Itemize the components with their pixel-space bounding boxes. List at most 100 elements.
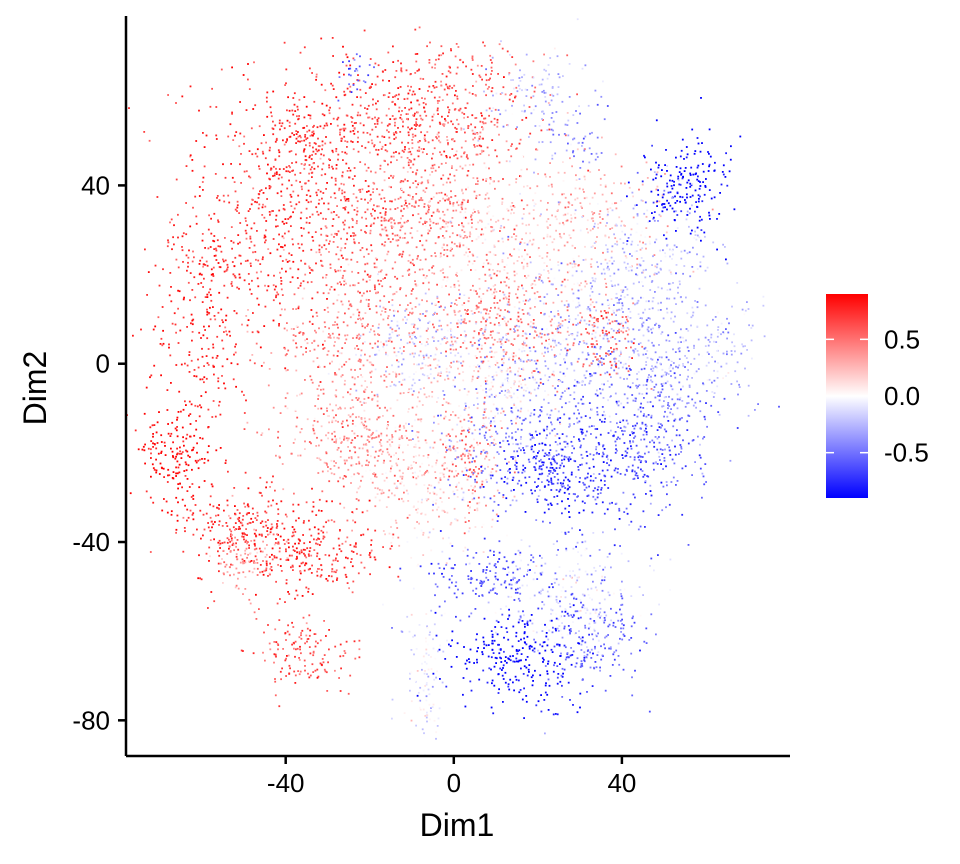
- scatter-point: [454, 126, 457, 129]
- scatter-point: [343, 191, 346, 194]
- scatter-point: [592, 220, 595, 222]
- scatter-point: [314, 153, 317, 155]
- scatter-point: [548, 272, 550, 274]
- scatter-point: [599, 346, 602, 348]
- scatter-point: [725, 258, 727, 261]
- scatter-point: [443, 88, 446, 91]
- scatter-point: [514, 96, 516, 99]
- scatter-point: [200, 395, 203, 397]
- scatter-point: [583, 191, 585, 193]
- scatter-point: [507, 218, 510, 221]
- scatter-point: [308, 144, 311, 147]
- scatter-point: [320, 227, 323, 230]
- scatter-point: [370, 223, 373, 226]
- scatter-point: [400, 338, 402, 341]
- scatter-point: [239, 241, 241, 244]
- scatter-point: [326, 410, 328, 412]
- scatter-point: [490, 110, 493, 112]
- scatter-point: [591, 333, 594, 335]
- scatter-point: [264, 239, 267, 242]
- scatter-point: [277, 177, 280, 180]
- scatter-point: [387, 163, 389, 166]
- scatter-point: [199, 404, 201, 407]
- scatter-point: [374, 257, 377, 260]
- scatter-point: [234, 351, 237, 354]
- scatter-point: [452, 384, 455, 387]
- scatter-point: [226, 358, 229, 361]
- scatter-point: [398, 152, 401, 155]
- scatter-point: [411, 352, 414, 355]
- scatter-point: [253, 244, 256, 247]
- scatter-point: [344, 242, 347, 245]
- scatter-point: [400, 224, 403, 227]
- scatter-point: [451, 217, 454, 219]
- scatter-point: [212, 366, 215, 368]
- scatter-point: [546, 328, 548, 330]
- scatter-point: [642, 241, 644, 244]
- scatter-point: [763, 335, 766, 338]
- scatter-point: [415, 461, 417, 464]
- scatter-point: [619, 238, 622, 240]
- scatter-point: [611, 284, 613, 287]
- scatter-point: [372, 431, 374, 434]
- scatter-point: [446, 324, 449, 327]
- scatter-point: [297, 140, 299, 143]
- scatter-point: [286, 187, 289, 190]
- scatter-point: [568, 202, 571, 205]
- scatter-point: [328, 327, 330, 330]
- scatter-point: [503, 266, 506, 268]
- scatter-point: [449, 348, 452, 351]
- scatter-point: [647, 300, 650, 303]
- scatter-point: [532, 199, 534, 202]
- scatter-point: [177, 307, 179, 310]
- scatter-point: [364, 146, 367, 149]
- scatter-point: [344, 199, 347, 202]
- scatter-point: [268, 368, 271, 370]
- scatter-point: [224, 326, 227, 329]
- scatter-point: [702, 255, 705, 258]
- scatter-point: [545, 302, 547, 305]
- scatter-point: [606, 380, 609, 382]
- scatter-point: [582, 160, 584, 163]
- scatter-point: [332, 354, 335, 357]
- scatter-point: [549, 235, 552, 238]
- scatter-point: [273, 274, 275, 277]
- scatter-point: [457, 319, 460, 322]
- scatter-point: [310, 269, 313, 271]
- scatter-point: [419, 418, 421, 421]
- scatter-point: [510, 155, 513, 158]
- scatter-point: [403, 237, 406, 239]
- scatter-point: [680, 341, 682, 343]
- scatter-point: [407, 141, 410, 144]
- scatter-point: [369, 85, 372, 88]
- scatter-point: [588, 320, 591, 323]
- scatter-point: [192, 206, 194, 209]
- scatter-point: [499, 340, 502, 343]
- scatter-point: [186, 326, 188, 328]
- scatter-point: [560, 262, 563, 265]
- scatter-point: [541, 352, 544, 355]
- scatter-point: [352, 193, 355, 195]
- scatter-point: [410, 323, 413, 326]
- scatter-point: [551, 93, 553, 96]
- scatter-point: [269, 252, 272, 255]
- scatter-point: [442, 210, 444, 213]
- scatter-point: [267, 274, 270, 277]
- scatter-point: [375, 108, 378, 111]
- scatter-point: [456, 97, 459, 100]
- scatter-point: [216, 195, 219, 197]
- scatter-point: [365, 298, 368, 301]
- scatter-point: [593, 335, 596, 338]
- scatter-point: [456, 157, 459, 160]
- scatter-point: [351, 399, 354, 401]
- scatter-point: [645, 227, 648, 229]
- scatter-point: [453, 309, 456, 312]
- scatter-point: [439, 200, 441, 202]
- scatter-point: [395, 354, 398, 357]
- scatter-point: [518, 325, 521, 328]
- scatter-point: [373, 333, 376, 336]
- scatter-point: [236, 286, 239, 289]
- scatter-point: [556, 330, 559, 333]
- scatter-point: [494, 306, 496, 309]
- scatter-point: [395, 291, 398, 293]
